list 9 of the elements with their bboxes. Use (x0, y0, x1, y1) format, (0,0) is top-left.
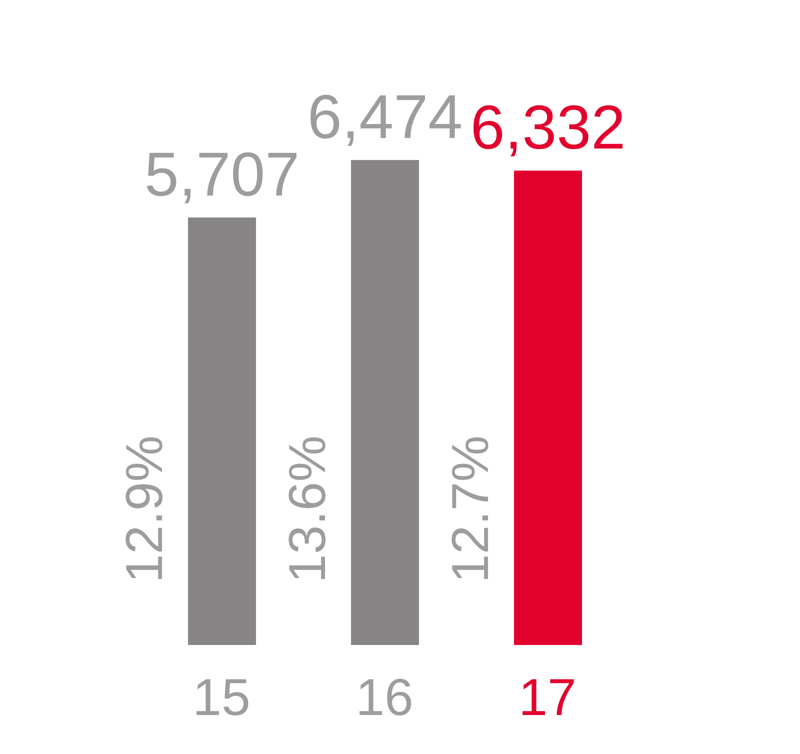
x-tick-label: 16 (356, 669, 414, 727)
data-label: 5,707 (144, 140, 300, 210)
annotation: 13.6% (279, 436, 337, 583)
data-label: 6,332 (470, 94, 626, 163)
x-tick-label: 17 (518, 669, 576, 727)
annotation: 12.7% (442, 436, 500, 583)
data-label: 6,474 (307, 83, 463, 152)
annotation: 12.9% (116, 436, 174, 583)
x-tick-label: 15 (192, 669, 250, 727)
